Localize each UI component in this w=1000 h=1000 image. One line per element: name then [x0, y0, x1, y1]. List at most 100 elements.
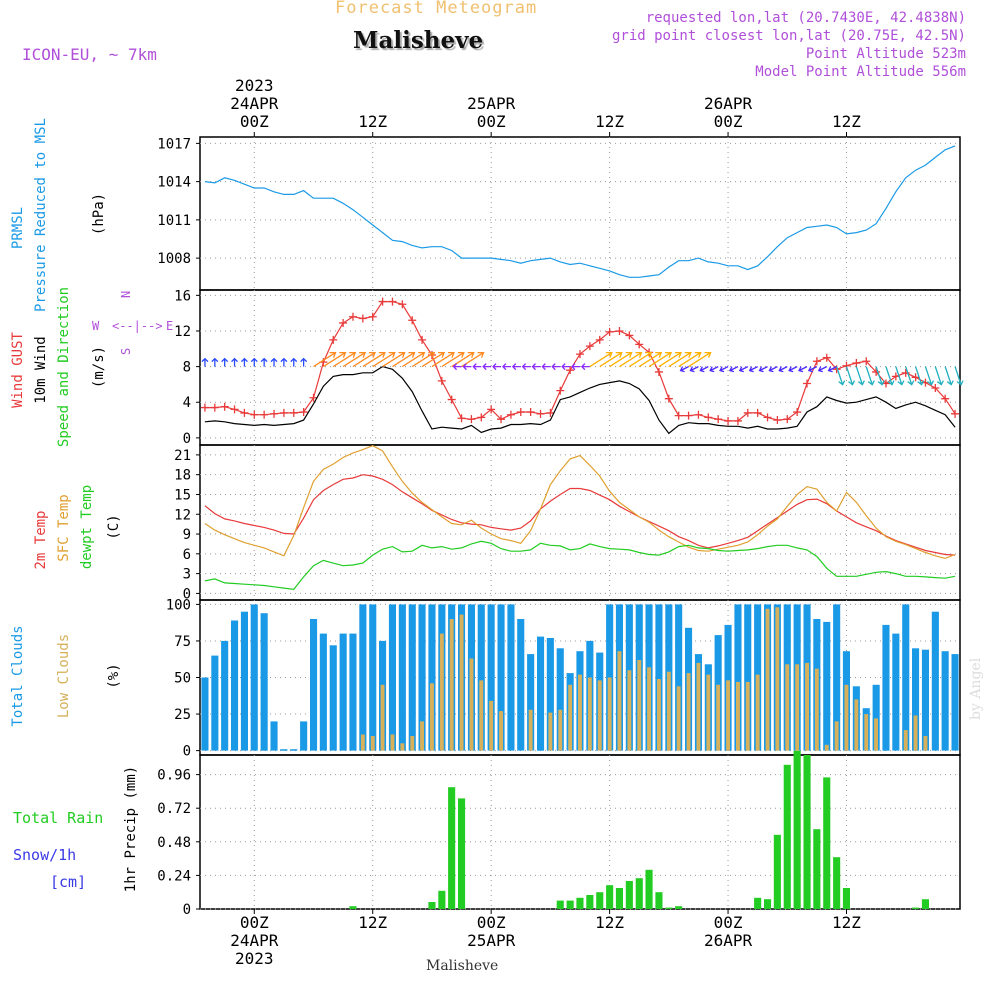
pressure-ytick-label: 1008	[157, 251, 191, 267]
gust-marker	[803, 379, 812, 388]
wind-direction-arrow	[313, 351, 337, 368]
wind-direction-arrow	[462, 363, 472, 371]
wind-direction-arrow	[452, 363, 462, 371]
temp-2m-label: 2m Temp	[33, 510, 49, 569]
clouds-bar	[329, 645, 337, 751]
wind-direction-arrow	[758, 366, 768, 373]
temperature-ytick-label: 15	[174, 487, 191, 503]
clouds-bar	[775, 607, 780, 751]
compass-e: E	[166, 319, 173, 333]
bottom-time-label: 12Z	[595, 913, 624, 932]
wind-unit-label: (m/s)	[91, 346, 107, 388]
clouds-bar	[558, 709, 563, 751]
top-time-label: 12Z	[358, 112, 387, 131]
precip-ytick-label: 0.96	[157, 768, 191, 784]
precip-bar	[842, 888, 850, 909]
gust-marker	[497, 415, 506, 424]
precip-bar	[665, 907, 673, 909]
clouds-bar	[597, 680, 602, 751]
wind-direction-arrow	[914, 366, 925, 386]
clouds-bar	[380, 684, 385, 751]
pressure-series-line	[204, 145, 956, 278]
wind-direction-arrow	[709, 366, 719, 373]
clouds-ytick-label: 50	[174, 671, 191, 687]
compass-arrows: <--|-->	[112, 319, 163, 333]
wind-direction-arrow	[201, 357, 209, 367]
gust-marker	[348, 312, 357, 321]
clouds-bar	[507, 604, 515, 751]
clouds-bar	[420, 721, 424, 751]
wind-direction-arrow	[855, 366, 865, 386]
precip-bar	[615, 888, 623, 909]
wind-direction-arrow	[679, 366, 689, 373]
bottom-time-label: 00Z	[714, 913, 743, 932]
bottom-time-label: 2023	[235, 949, 274, 968]
gust-marker	[250, 410, 259, 419]
wind-direction-arrow	[541, 363, 551, 371]
clouds-bar	[410, 736, 415, 751]
wind-direction-arrow	[954, 366, 964, 386]
gust-marker	[605, 327, 614, 336]
wind-direction-arrow	[580, 363, 590, 371]
gust-marker	[931, 383, 940, 392]
wind-direction-arrow	[323, 351, 347, 368]
top-time-label: 00Z	[240, 112, 269, 131]
wind-direction-arrow	[382, 351, 406, 368]
wind-direction-arrow	[798, 366, 808, 373]
bottom-time-label: 24APR	[230, 931, 279, 950]
clouds-bar	[578, 674, 582, 751]
wind-10m-label: 10m Wind	[33, 336, 49, 403]
wind-direction-arrow	[392, 351, 416, 368]
compass-s: S	[119, 348, 133, 355]
clouds-bar	[706, 674, 711, 751]
gust-marker	[418, 335, 427, 344]
wind-direction-arrow	[619, 351, 643, 368]
wind-direction-arrow	[511, 363, 521, 371]
precip-bar	[635, 878, 643, 909]
wind-direction-arrow	[768, 366, 778, 373]
clouds-bar	[398, 604, 406, 751]
top-time-label: 12Z	[595, 112, 624, 131]
gust-marker	[585, 342, 594, 351]
precip-ytick-label: 0.48	[157, 835, 191, 851]
gust-marker	[210, 403, 219, 412]
top-time-label: 12Z	[832, 112, 861, 131]
wind-direction-arrow	[342, 351, 367, 368]
clouds-bar	[951, 654, 959, 751]
clouds-bar	[675, 604, 683, 751]
precip-bar	[823, 777, 831, 909]
clouds-bar	[369, 604, 377, 751]
pressure-unit-label: (hPa)	[91, 193, 107, 235]
wind-ytick-label: 4	[183, 395, 191, 411]
clouds-bar	[260, 613, 268, 751]
wind-direction-arrow	[885, 366, 895, 386]
wind-direction-arrow	[629, 351, 653, 368]
total-clouds-label: Total Clouds	[10, 625, 26, 726]
gust-marker	[220, 402, 229, 411]
temperature-ytick-label: 18	[174, 468, 191, 484]
wind-direction-arrow	[589, 351, 613, 368]
gust-marker	[329, 335, 338, 344]
wind-direction-arrow	[372, 351, 396, 368]
gust-marker	[862, 357, 871, 366]
clouds-bar	[418, 604, 426, 751]
clouds-bar	[921, 649, 929, 751]
precip-bar	[645, 869, 653, 909]
wind-direction-arrow	[817, 366, 828, 373]
pressure-axis-label-2: Pressure Reduced to MSL	[33, 118, 49, 312]
clouds-bar	[211, 655, 219, 751]
clouds-bar	[617, 651, 622, 751]
wind-direction-arrow	[270, 357, 278, 367]
watermark: by Angel	[968, 657, 984, 720]
precip-bar	[566, 900, 574, 909]
wind-gust-label: Wind GUST	[10, 332, 26, 408]
wind-direction-arrow	[501, 363, 511, 371]
gust-marker	[556, 386, 565, 395]
gust-marker	[447, 395, 456, 404]
wind-direction-arrow	[260, 357, 268, 367]
clouds-bar	[716, 684, 721, 751]
gust-marker	[378, 297, 387, 306]
clouds-bar	[676, 686, 681, 751]
wind-direction-arrow	[431, 351, 455, 368]
wind-series-line	[204, 301, 956, 422]
